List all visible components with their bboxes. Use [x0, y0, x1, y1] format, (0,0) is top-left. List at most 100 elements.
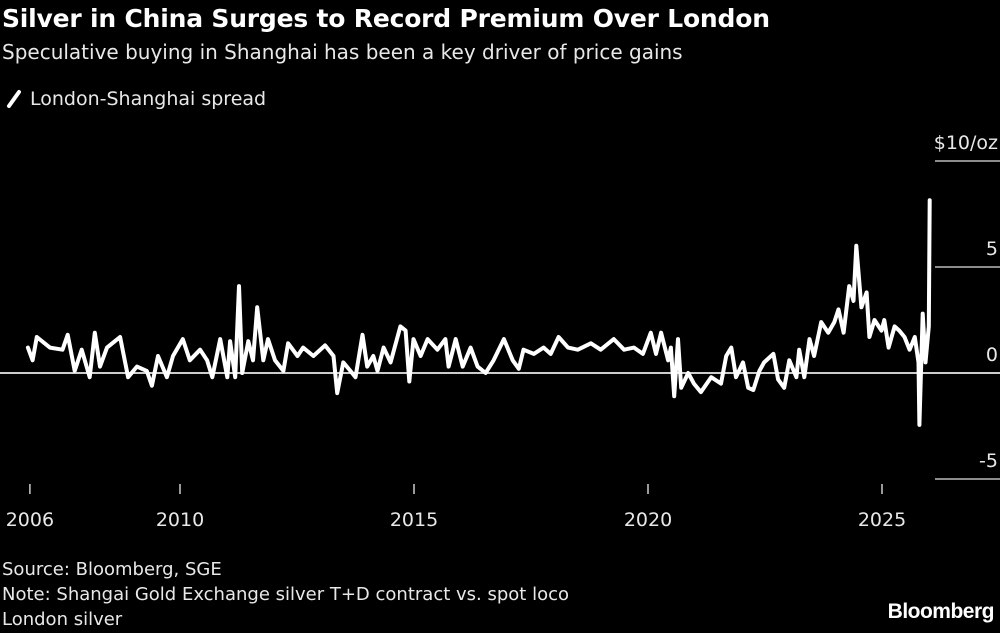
- data-point: [281, 369, 285, 373]
- data-point: [557, 335, 561, 339]
- data-point: [787, 358, 791, 362]
- data-point: [851, 299, 855, 303]
- x-tick-label: 2015: [390, 509, 438, 531]
- data-point: [93, 331, 97, 335]
- data-point: [255, 305, 259, 309]
- data-point: [382, 346, 386, 350]
- data-point: [218, 337, 222, 341]
- data-point: [924, 360, 928, 364]
- data-point: [699, 390, 703, 394]
- data-point: [632, 346, 636, 350]
- line-swatch-icon: [7, 90, 21, 108]
- data-point: [188, 358, 192, 362]
- data-point: [882, 318, 886, 322]
- series-line-london-shanghai-spread: [25, 198, 932, 427]
- data-point: [365, 365, 369, 369]
- data-point: [286, 341, 290, 345]
- data-point: [762, 360, 766, 364]
- chart-subtitle: Speculative buying in Shanghai has been …: [2, 40, 683, 64]
- data-point: [469, 346, 473, 350]
- data-point: [105, 346, 109, 350]
- data-point: [880, 329, 884, 333]
- data-point: [461, 365, 465, 369]
- data-point: [836, 307, 840, 311]
- data-point: [666, 358, 670, 362]
- bloomberg-logo: Bloomberg: [887, 600, 995, 623]
- legend-label: London-Shanghai spread: [30, 88, 267, 110]
- data-point: [893, 324, 897, 328]
- note-line-2: London silver: [2, 609, 123, 630]
- data-point: [419, 354, 423, 358]
- data-point: [887, 346, 891, 350]
- data-point: [927, 324, 931, 328]
- data-point: [145, 369, 149, 373]
- data-point: [266, 337, 270, 341]
- data-point: [719, 382, 723, 386]
- data-point: [832, 320, 836, 324]
- data-point: [599, 348, 603, 352]
- data-point: [622, 348, 626, 352]
- source-note: Source: Bloomberg, SGE: [2, 559, 222, 580]
- data-point: [686, 371, 690, 375]
- data-point: [576, 348, 580, 352]
- data-point: [746, 386, 750, 390]
- data-point: [165, 375, 169, 379]
- data-point: [61, 348, 65, 352]
- data-point: [566, 346, 570, 350]
- data-point: [917, 360, 921, 364]
- data-point: [181, 337, 185, 341]
- data-point: [156, 354, 160, 358]
- data-point: [709, 375, 713, 379]
- data-point: [771, 352, 775, 356]
- data-point: [751, 388, 755, 392]
- data-point: [826, 331, 830, 335]
- data-point: [323, 343, 327, 347]
- data-point: [757, 369, 761, 373]
- data-point: [261, 358, 265, 362]
- data-point: [73, 369, 77, 373]
- data-point: [654, 352, 658, 356]
- data-point: [311, 354, 315, 358]
- data-point: [484, 371, 488, 375]
- y-tick-label: 5: [986, 238, 998, 260]
- data-point: [873, 318, 877, 322]
- data-point: [511, 358, 515, 362]
- data-point: [335, 391, 339, 395]
- data-point: [371, 354, 375, 358]
- data-point: [659, 331, 663, 335]
- data-point: [928, 198, 932, 202]
- data-point: [210, 375, 214, 379]
- data-point: [295, 354, 299, 358]
- data-point: [26, 346, 30, 350]
- data-point: [171, 354, 175, 358]
- data-point: [854, 244, 858, 248]
- data-point: [776, 377, 780, 381]
- x-tick-label: 2010: [156, 509, 204, 531]
- data-point: [741, 360, 745, 364]
- data-point: [435, 348, 439, 352]
- legend: London-Shanghai spread: [6, 88, 266, 110]
- data-point: [492, 358, 496, 362]
- data-point: [672, 394, 676, 398]
- data-point: [48, 346, 52, 350]
- data-point: [649, 331, 653, 335]
- data-point: [198, 348, 202, 352]
- data-point: [447, 365, 451, 369]
- data-point: [98, 365, 102, 369]
- data-point: [80, 348, 84, 352]
- data-point: [502, 337, 506, 341]
- data-point: [676, 337, 680, 341]
- data-point: [476, 365, 480, 369]
- data-point: [205, 358, 209, 362]
- data-point: [113, 339, 117, 343]
- data-point: [375, 369, 379, 373]
- data-point: [443, 337, 447, 341]
- chart-title: Silver in China Surges to Record Premium…: [2, 4, 770, 33]
- data-point: [389, 360, 393, 364]
- data-point: [917, 423, 921, 427]
- data-point: [150, 384, 154, 388]
- data-point: [301, 346, 305, 350]
- data-point: [426, 337, 430, 341]
- data-point: [233, 375, 237, 379]
- data-point: [867, 335, 871, 339]
